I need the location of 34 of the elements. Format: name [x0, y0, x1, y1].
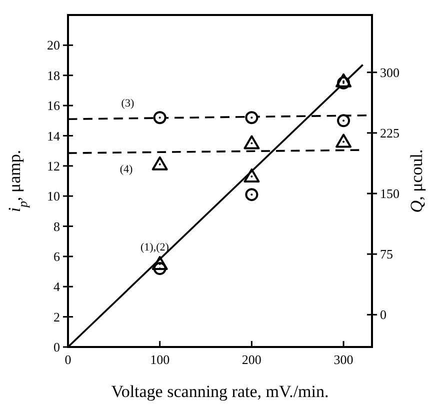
- x-tick-label: 300: [334, 352, 354, 367]
- point: [336, 134, 352, 148]
- y-tick-label: 16: [47, 98, 60, 114]
- y2-axis-title: Q, μcoul.: [407, 149, 426, 213]
- y2-tick-label: 150: [380, 186, 400, 202]
- point: [244, 168, 260, 182]
- y-tick-label: 6: [54, 249, 60, 264]
- y-tick-label: 4: [54, 279, 60, 294]
- series-label: (1),(2): [140, 242, 170, 254]
- y-tick-label: 0: [54, 340, 60, 355]
- series-label: (4): [120, 163, 133, 176]
- x-axis-title: Voltage scanning rate, mV./min.: [111, 382, 329, 401]
- x-tick-label: 200: [242, 352, 262, 367]
- point: [245, 111, 258, 124]
- y-tick-label: 10: [47, 188, 60, 204]
- point: [152, 156, 168, 170]
- y-tick-label: 14: [47, 128, 60, 144]
- y2-tick-label: 0: [380, 307, 386, 322]
- point: [244, 135, 260, 150]
- y2-tick-label: 225: [380, 125, 400, 140]
- point: [336, 73, 352, 88]
- y2-tick-label: 300: [380, 64, 400, 80]
- series-label: (3): [121, 97, 134, 110]
- y2-tick-label: 75: [380, 246, 393, 262]
- point: [153, 111, 166, 124]
- x-tick-label: 0: [64, 352, 72, 367]
- y-tick-label: 8: [54, 218, 60, 234]
- y-tick-label: 18: [47, 68, 60, 83]
- y-tick-label: 2: [54, 309, 60, 324]
- x-tick-label: 100: [150, 352, 170, 367]
- point: [337, 114, 350, 128]
- y-tick-label: 20: [47, 38, 60, 53]
- point: [245, 188, 258, 202]
- y-tick-label: 12: [47, 158, 60, 174]
